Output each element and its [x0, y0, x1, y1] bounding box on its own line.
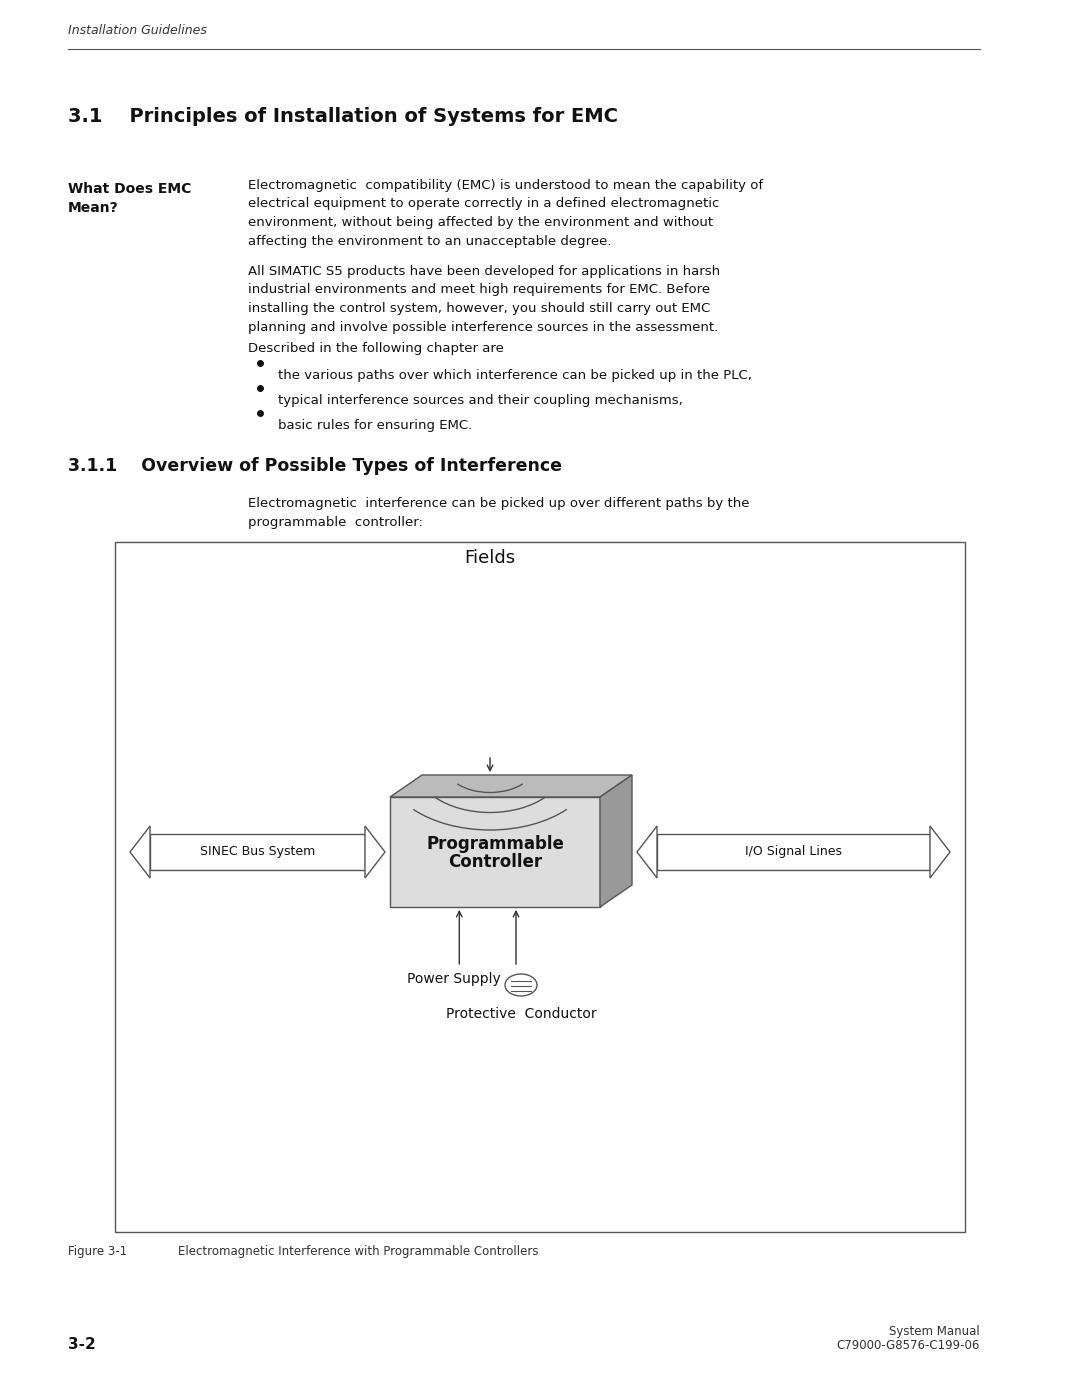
- Text: Electromagnetic Interference with Programmable Controllers: Electromagnetic Interference with Progra…: [178, 1245, 539, 1259]
- Text: Described in the following chapter are: Described in the following chapter are: [248, 342, 504, 355]
- Text: basic rules for ensuring EMC.: basic rules for ensuring EMC.: [278, 419, 472, 432]
- Text: C79000-G8576-C199-06: C79000-G8576-C199-06: [837, 1338, 980, 1352]
- Text: All SIMATIC S5 products have been developed for applications in harsh
industrial: All SIMATIC S5 products have been develo…: [248, 265, 720, 334]
- Polygon shape: [930, 826, 950, 877]
- Text: Programmable: Programmable: [427, 835, 564, 854]
- Text: 3.1    Principles of Installation of Systems for EMC: 3.1 Principles of Installation of System…: [68, 108, 618, 126]
- Text: Controller: Controller: [448, 854, 542, 870]
- Bar: [657, 834, 930, 870]
- Text: I/O Signal Lines: I/O Signal Lines: [745, 845, 842, 859]
- Polygon shape: [600, 775, 632, 907]
- Text: Protective  Conductor: Protective Conductor: [446, 1007, 596, 1021]
- Ellipse shape: [505, 974, 537, 996]
- Text: the various paths over which interference can be picked up in the PLC,: the various paths over which interferenc…: [278, 369, 752, 381]
- Text: Electromagnetic  compatibility (EMC) is understood to mean the capability of
ele: Electromagnetic compatibility (EMC) is u…: [248, 179, 764, 247]
- Polygon shape: [390, 775, 632, 798]
- Polygon shape: [637, 826, 657, 877]
- Text: Electromagnetic  interference can be picked up over different paths by the
progr: Electromagnetic interference can be pick…: [248, 497, 750, 529]
- Text: Fields: Fields: [464, 549, 515, 567]
- Text: Installation Guidelines: Installation Guidelines: [68, 24, 207, 36]
- Text: 3.1.1    Overview of Possible Types of Interference: 3.1.1 Overview of Possible Types of Inte…: [68, 457, 562, 475]
- Bar: [150, 834, 365, 870]
- Polygon shape: [365, 826, 384, 877]
- Text: typical interference sources and their coupling mechanisms,: typical interference sources and their c…: [278, 394, 683, 407]
- Polygon shape: [130, 826, 150, 877]
- Text: Figure 3-1: Figure 3-1: [68, 1245, 127, 1259]
- Text: System Manual: System Manual: [889, 1324, 980, 1338]
- FancyBboxPatch shape: [390, 798, 600, 907]
- Text: What Does EMC
Mean?: What Does EMC Mean?: [68, 182, 191, 215]
- Text: 3-2: 3-2: [68, 1337, 96, 1352]
- Text: SINEC Bus System: SINEC Bus System: [200, 845, 315, 859]
- Text: Power Supply: Power Supply: [407, 972, 501, 986]
- FancyBboxPatch shape: [114, 542, 966, 1232]
